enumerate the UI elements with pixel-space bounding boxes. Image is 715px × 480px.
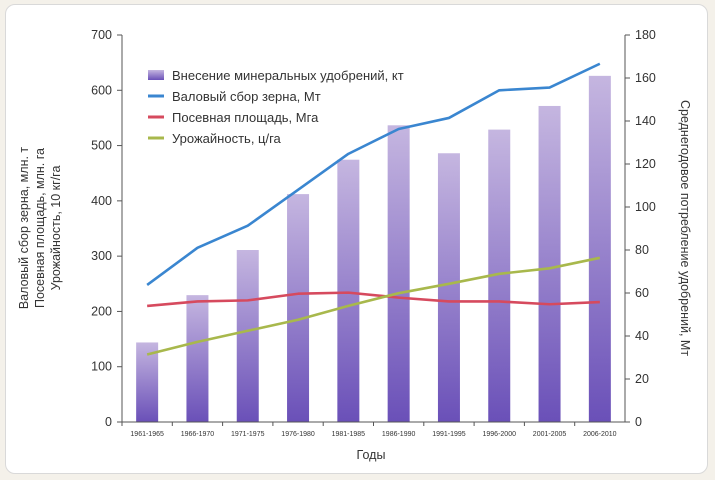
x-tick-label: 2001-2005 — [533, 431, 567, 438]
left-axis-title-line-3: Урожайность, 10 кг/га — [49, 166, 63, 291]
right-tick-label: 20 — [635, 372, 649, 386]
x-tick-label: 1981-1985 — [332, 431, 366, 438]
x-tick-label: 1976-1980 — [281, 431, 315, 438]
left-tick-label: 0 — [105, 415, 112, 429]
right-tick-label: 0 — [635, 415, 642, 429]
right-tick-label: 80 — [635, 243, 649, 257]
x-tick-label: 1991-1995 — [432, 431, 466, 438]
right-tick-label: 140 — [635, 114, 656, 128]
bar-1991-1995 — [437, 153, 460, 422]
left-tick-label: 100 — [91, 360, 112, 374]
left-tick-label: 600 — [91, 83, 112, 97]
legend-label: Посевная площадь, Мга — [172, 110, 319, 125]
x-tick-label: 1986-1990 — [382, 431, 416, 438]
bar-1981-1985 — [337, 159, 360, 422]
bar-group — [136, 75, 611, 423]
legend-swatch-bar — [148, 70, 164, 80]
bar-2006-2010 — [588, 75, 611, 422]
legend-label: Внесение минеральных удобрений, кт — [172, 68, 404, 83]
right-tick-label: 100 — [635, 200, 656, 214]
left-tick-label: 500 — [91, 139, 112, 153]
right-tick-label: 120 — [635, 157, 656, 171]
left-tick-label: 700 — [91, 28, 112, 42]
line-series-3 — [146, 256, 601, 356]
bar-1961-1965 — [136, 342, 159, 422]
right-tick-label: 40 — [635, 329, 649, 343]
left-axis-title: Валовый сбор зерна, млн. т Посевная площ… — [17, 147, 63, 310]
legend: Внесение минеральных удобрений, кт Валовы… — [148, 68, 404, 146]
right-tick-label: 60 — [635, 286, 649, 300]
left-axis-title-line-2: Посевная площадь, млн. га — [33, 148, 47, 308]
right-tick-label: 160 — [635, 71, 656, 85]
bar-2001-2005 — [538, 105, 561, 422]
x-tick-label: 2006-2010 — [583, 431, 617, 438]
left-tick-label: 300 — [91, 249, 112, 263]
bar-1966-1970 — [186, 295, 209, 422]
legend-label: Валовый сбор зерна, Мт — [172, 89, 321, 104]
bar-1986-1990 — [387, 125, 410, 423]
left-tick-labels: 0 100 200 300 400 500 600 700 — [91, 28, 122, 429]
x-tick-labels: 1961-1965 1966-1970 1971-1975 1976-1980 1981… — [121, 422, 617, 438]
right-axis-title: Среднегодовое потребление удобрений, Мт — [678, 100, 692, 356]
right-tick-labels: 0 20 40 60 80 100 120 140 160 180 — [625, 28, 656, 429]
line-series-2 — [147, 291, 600, 308]
left-tick-label: 200 — [91, 304, 112, 318]
left-axis-title-line-1: Валовый сбор зерна, млн. т — [17, 147, 31, 310]
line-group — [146, 62, 601, 356]
x-tick-label: 1961-1965 — [130, 431, 164, 438]
right-tick-label: 180 — [635, 28, 656, 42]
x-tick-label: 1966-1970 — [181, 431, 215, 438]
bar-1971-1975 — [236, 250, 259, 422]
line-series-1 — [146, 62, 601, 286]
legend-label: Урожайность, ц/га — [172, 131, 282, 146]
x-tick-label: 1996-2000 — [483, 431, 517, 438]
bar-1996-2000 — [488, 129, 511, 422]
x-tick-label: 1971-1975 — [231, 431, 265, 438]
left-tick-label: 400 — [91, 194, 112, 208]
x-axis-title: Годы — [357, 448, 386, 462]
bar-1976-1980 — [287, 194, 310, 422]
